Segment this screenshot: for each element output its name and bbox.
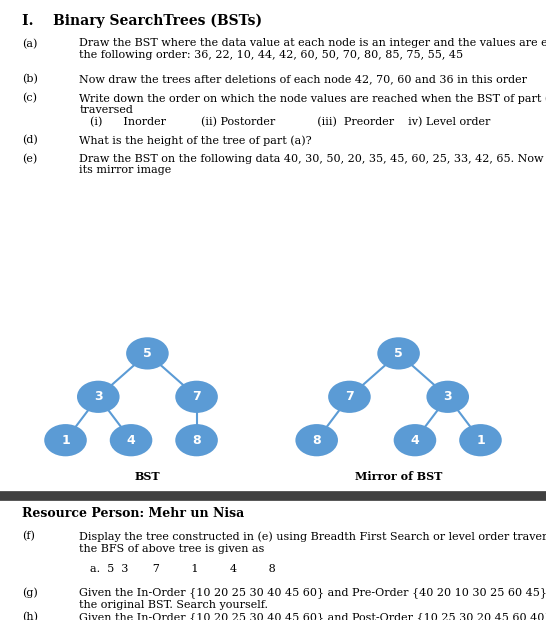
Ellipse shape — [459, 424, 502, 456]
Text: 1: 1 — [476, 434, 485, 446]
Ellipse shape — [77, 381, 120, 413]
Text: Draw the BST on the following data 40, 30, 50, 20, 35, 45, 60, 25, 33, 42, 65. N: Draw the BST on the following data 40, 3… — [79, 154, 546, 175]
Text: (i)      Inorder          (ii) Postorder            (iii)  Preorder    iv) Level: (i) Inorder (ii) Postorder (iii) Preorde… — [90, 117, 490, 127]
Ellipse shape — [126, 337, 169, 370]
Ellipse shape — [394, 424, 436, 456]
Text: 7: 7 — [345, 391, 354, 403]
Text: What is the height of the tree of part (a)?: What is the height of the tree of part (… — [79, 135, 312, 146]
Text: 4: 4 — [411, 434, 419, 446]
Text: 4: 4 — [127, 434, 135, 446]
Text: (b): (b) — [22, 74, 38, 85]
Text: BST: BST — [135, 471, 160, 482]
Text: I.    Binary SearchTrees (BSTs): I. Binary SearchTrees (BSTs) — [22, 14, 262, 28]
Text: (d): (d) — [22, 135, 38, 146]
Ellipse shape — [328, 381, 371, 413]
Text: Resource Person: Mehr un Nisa: Resource Person: Mehr un Nisa — [22, 507, 244, 520]
Ellipse shape — [110, 424, 152, 456]
Ellipse shape — [426, 381, 469, 413]
Text: 8: 8 — [312, 434, 321, 446]
Text: 7: 7 — [192, 391, 201, 403]
Text: a.  5  3       7         1         4         8: a. 5 3 7 1 4 8 — [90, 564, 276, 574]
Text: (f): (f) — [22, 531, 35, 542]
Ellipse shape — [175, 381, 218, 413]
Text: (h): (h) — [22, 612, 38, 620]
Text: 5: 5 — [143, 347, 152, 360]
Text: 5: 5 — [394, 347, 403, 360]
Text: Draw the BST where the data value at each node is an integer and the values are : Draw the BST where the data value at eac… — [79, 38, 546, 60]
Text: Given the In-Order {10 20 25 30 40 45 60} and Pre-Order {40 20 10 30 25 60 45}. : Given the In-Order {10 20 25 30 40 45 60… — [79, 587, 546, 609]
Ellipse shape — [377, 337, 420, 370]
Ellipse shape — [175, 424, 218, 456]
Text: (g): (g) — [22, 587, 38, 598]
Text: (a): (a) — [22, 38, 37, 49]
Text: 3: 3 — [94, 391, 103, 403]
Text: Write down the order on which the node values are reached when the BST of part (: Write down the order on which the node v… — [79, 93, 546, 115]
Text: 8: 8 — [192, 434, 201, 446]
Text: 1: 1 — [61, 434, 70, 446]
Text: Display the tree constructed in (e) using Breadth First Search or level order tr: Display the tree constructed in (e) usin… — [79, 531, 546, 554]
Text: (c): (c) — [22, 93, 37, 104]
Ellipse shape — [44, 424, 87, 456]
Text: (e): (e) — [22, 154, 37, 164]
Text: 3: 3 — [443, 391, 452, 403]
Text: Mirror of BST: Mirror of BST — [355, 471, 442, 482]
Ellipse shape — [295, 424, 338, 456]
Text: Given the In-Order {10 20 25 30 40 45 60} and Post-Order {10 25 30 20 45 60 40}.: Given the In-Order {10 20 25 30 40 45 60… — [79, 612, 546, 620]
Text: Now draw the trees after deletions of each node 42, 70, 60 and 36 in this order: Now draw the trees after deletions of ea… — [79, 74, 527, 84]
